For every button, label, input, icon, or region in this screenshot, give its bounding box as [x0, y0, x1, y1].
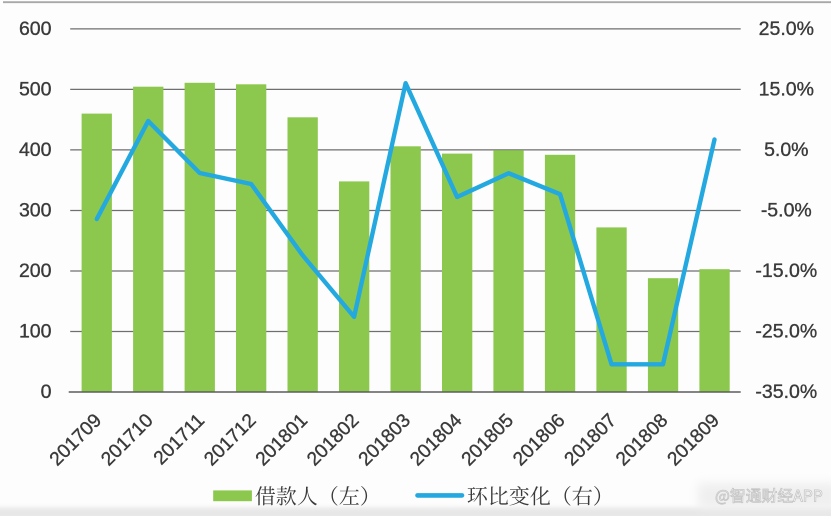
svg-text:200: 200	[19, 260, 52, 282]
svg-text:-15.0%: -15.0%	[755, 260, 817, 282]
svg-text:300: 300	[19, 200, 52, 222]
svg-text:0: 0	[41, 381, 52, 403]
svg-text:500: 500	[19, 78, 52, 100]
svg-text:600: 600	[19, 18, 52, 40]
svg-text:-25.0%: -25.0%	[755, 321, 817, 343]
svg-text:100: 100	[19, 321, 52, 343]
svg-text:-5.0%: -5.0%	[761, 200, 812, 222]
svg-text:15.0%: 15.0%	[759, 78, 814, 100]
svg-text:-35.0%: -35.0%	[755, 381, 817, 403]
svg-text:25.0%: 25.0%	[759, 18, 814, 40]
svg-text:5.0%: 5.0%	[764, 139, 808, 161]
svg-text:400: 400	[19, 139, 52, 161]
